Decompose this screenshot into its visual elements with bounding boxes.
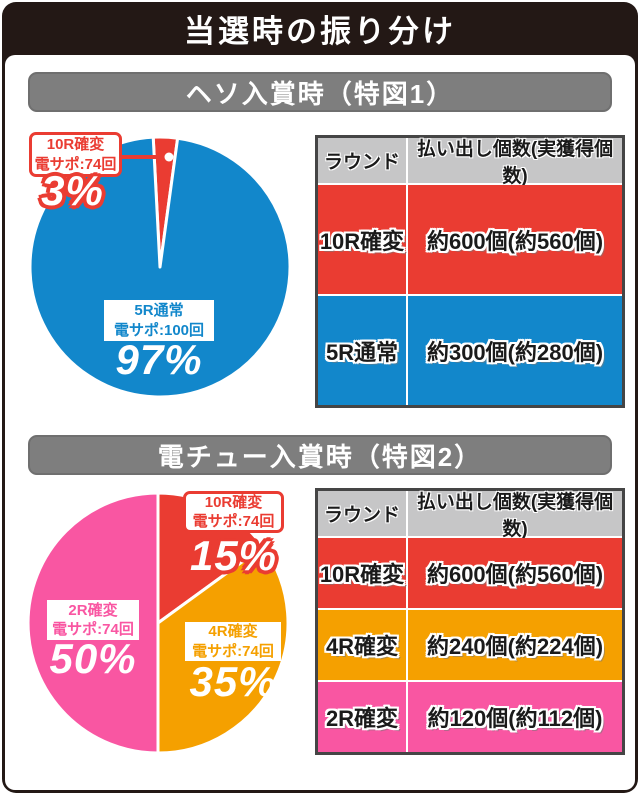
- slice-sublabel: 電サポ:74回: [192, 513, 275, 530]
- slice-label: 5R通常: [134, 302, 184, 319]
- payout-table-tokuzu2: ラウンド 払い出し個数(実獲得個数) 10R確変 約600個(約560個) 4R…: [315, 488, 625, 755]
- slice-label: 4R確変: [208, 623, 258, 640]
- content-panel: ヘソ入賞時（特図1） 10R確変 電サポ:74回 3% 5R通常 電サポ:100…: [5, 55, 635, 790]
- pie-chart-tokuzu1: 10R確変 電サポ:74回 3% 5R通常 電サポ:100回 97%: [5, 120, 325, 415]
- pie-svg-tokuzu1: [28, 135, 292, 399]
- table-cell-payout: 約600個(約560個): [408, 185, 622, 294]
- table-cell-payout: 約120個(約112個): [408, 682, 622, 752]
- table-header-round: ラウンド: [318, 491, 406, 536]
- slice-label: 10R確変: [204, 493, 263, 511]
- page-title: 当選時の振り分け: [184, 14, 456, 49]
- table-cell-round: 2R確変: [318, 682, 406, 752]
- slice-sublabel: 電サポ:100回: [113, 321, 205, 339]
- pct-4r-tokuzu2: 35%: [189, 658, 277, 705]
- pct-2r-tokuzu2: 50%: [49, 635, 137, 682]
- section-heading-tokuzu1: ヘソ入賞時（特図1）: [28, 72, 612, 112]
- pct-10r-tokuzu1: 3%: [41, 167, 104, 214]
- table-cell-round: 10R確変: [318, 185, 406, 294]
- label-2r-tokuzu2: 2R確変 電サポ:74回: [47, 600, 139, 640]
- table-cell-payout: 約600個(約560個): [408, 538, 622, 608]
- table-header-payout: 払い出し個数(実獲得個数): [408, 138, 622, 187]
- slice-sublabel: 電サポ:74回: [34, 155, 117, 173]
- slice-label: 10R確変: [46, 136, 105, 153]
- table-cell-payout: 約300個(約280個): [408, 296, 622, 405]
- table-cell-round: 5R通常: [318, 296, 406, 405]
- section-heading-tokuzu2: 電チュー入賞時（特図2）: [28, 435, 612, 475]
- page-title-bar: 当選時の振り分け: [2, 2, 638, 55]
- table-cell-round: 4R確変: [318, 610, 406, 680]
- label-5r-tokuzu1: 5R通常 電サポ:100回: [104, 300, 214, 341]
- table-cell-payout: 約240個(約224個): [408, 610, 622, 680]
- pct-5r-tokuzu1: 97%: [115, 336, 203, 383]
- section-heading-label: ヘソ入賞時（特図1）: [185, 78, 455, 109]
- slice-sublabel: 電サポ:74回: [192, 642, 274, 660]
- slice-sublabel: 電サポ:74回: [52, 621, 134, 638]
- slice-label: 2R確変: [68, 601, 118, 619]
- pct-10r-tokuzu2: 15%: [189, 532, 278, 579]
- payout-table-tokuzu1: ラウンド 払い出し個数(実獲得個数) 10R確変 約600個(約560個) 5R…: [315, 135, 625, 408]
- table-header-payout: 払い出し個数(実獲得個数): [408, 491, 622, 540]
- callout-10r-tokuzu2: 10R確変 電サポ:74回: [183, 491, 284, 533]
- table-header-round: ラウンド: [318, 138, 406, 183]
- pie-slice: [28, 135, 292, 399]
- callout-10r-tokuzu1: 10R確変 電サポ:74回: [29, 132, 122, 177]
- pie-chart-tokuzu2: 10R確変 電サポ:74回 15% 4R確変 電サポ:74回 35% 2R確変 …: [5, 488, 325, 768]
- table-cell-round: 10R確変: [318, 538, 406, 608]
- label-4r-tokuzu2: 4R確変 電サポ:74回: [185, 622, 281, 661]
- section-heading-label: 電チュー入賞時（特図2）: [157, 441, 483, 472]
